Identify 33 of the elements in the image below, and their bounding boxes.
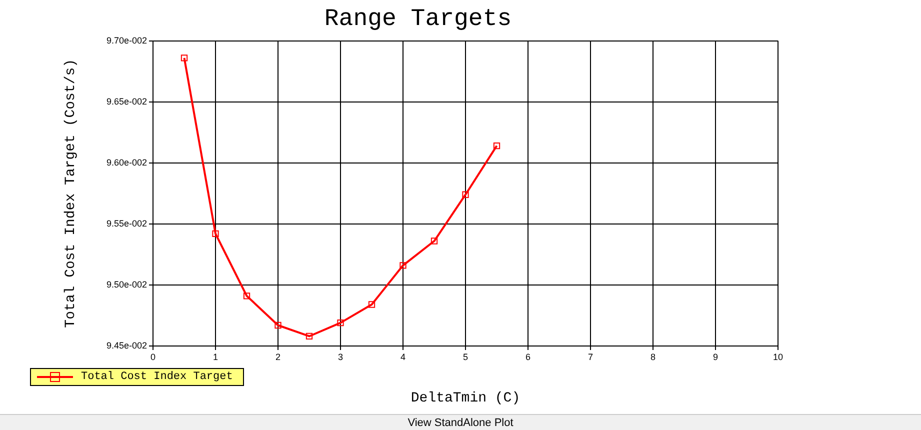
point xyxy=(337,319,344,326)
x-tick-label: 4 xyxy=(400,352,406,362)
x-tick-label: 7 xyxy=(588,352,594,362)
legend-label: Total Cost Index Target xyxy=(81,371,233,383)
y-tick-label: 9.60e-002 xyxy=(106,157,147,168)
point xyxy=(462,191,469,198)
y-tick-label: 9.45e-002 xyxy=(106,340,147,350)
y-tick-label: 9.65e-002 xyxy=(106,96,147,106)
x-tick-label: 6 xyxy=(525,352,531,362)
y-tick-label: 9.70e-002 xyxy=(106,35,147,46)
y-tick-label: 9.55e-002 xyxy=(106,218,147,228)
point xyxy=(243,292,250,300)
y-tick-label: 9.50e-002 xyxy=(106,279,147,290)
point xyxy=(180,54,188,62)
x-tick-label: 1 xyxy=(212,352,218,362)
x-axis-title: DeltaTmin (C) xyxy=(410,390,520,406)
point xyxy=(212,230,219,238)
x-tick-label: 8 xyxy=(650,352,656,362)
text: View StandAlone Plot xyxy=(408,417,514,429)
point xyxy=(430,238,438,244)
point xyxy=(368,301,376,308)
y-axis-title: Total Cost Index Target (Cost/s) xyxy=(63,58,80,328)
point xyxy=(274,322,282,329)
point xyxy=(400,262,406,269)
point xyxy=(306,332,313,340)
x-tick-label: 9 xyxy=(712,352,718,362)
x-tick-label: 10 xyxy=(772,352,784,362)
x-tick-label: 3 xyxy=(338,352,344,362)
x-tick-label: 5 xyxy=(462,352,468,362)
chart-title: Range Targets xyxy=(324,6,512,33)
x-tick-label: 2 xyxy=(275,352,281,362)
point xyxy=(493,142,500,150)
x-tick-label: 0 xyxy=(150,352,156,362)
